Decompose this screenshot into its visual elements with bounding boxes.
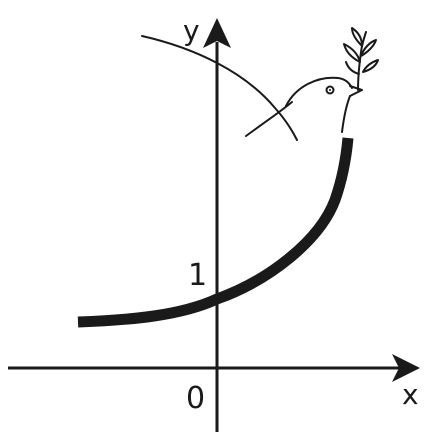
dove-wing-inner: [245, 101, 293, 137]
exponential-curve: [77, 137, 354, 328]
x-axis-label: x: [402, 378, 419, 411]
x-axis-arrow: [392, 354, 420, 382]
y-axis-label: y: [183, 14, 200, 47]
y-axis-arrow: [203, 18, 231, 48]
olive-leaf: [343, 43, 361, 63]
dove-beak: [349, 85, 363, 97]
origin-label: 0: [186, 381, 205, 416]
dove-head: [285, 76, 353, 107]
olive-branch-stem: [357, 31, 367, 91]
olive-leaf: [362, 59, 379, 73]
dove-breast: [341, 95, 351, 133]
olive-leaf: [360, 39, 377, 57]
dove-eye: [325, 85, 335, 95]
dove-with-olive-branch-icon: [141, 27, 379, 141]
x-axis: [8, 354, 420, 382]
olive-leaf: [345, 61, 360, 75]
y-axis: [203, 18, 231, 432]
y-tick-label-one: 1: [188, 258, 207, 293]
dove-wing-arc: [141, 35, 298, 141]
olive-leaf: [351, 27, 363, 47]
